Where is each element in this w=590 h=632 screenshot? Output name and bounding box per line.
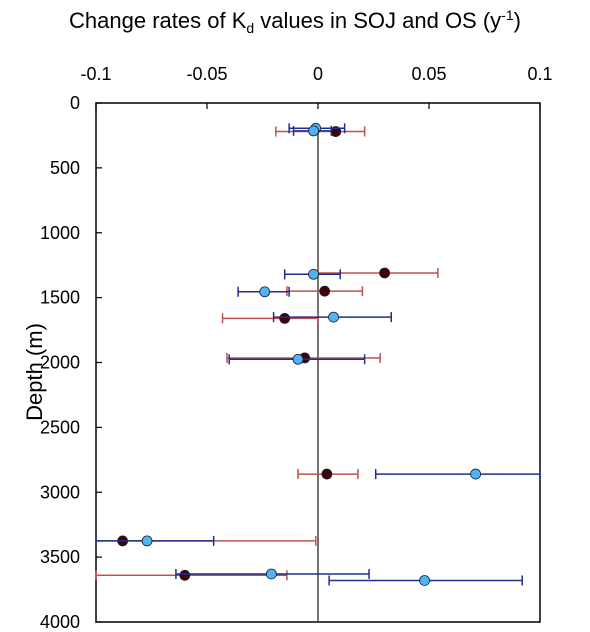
x-axis: -0.1 -0.05 0 0.05 0.1 [80, 64, 553, 109]
y-tick-label: 2000 [40, 353, 80, 373]
y-tick-label: 2500 [40, 417, 80, 437]
y-tick-label: 0 [70, 93, 80, 113]
data-point [419, 575, 430, 586]
data-point [321, 468, 333, 480]
y-axis: 0 500 1000 1500 2000 2500 3000 3500 4000 [40, 93, 102, 632]
data-point [379, 267, 391, 279]
x-tick-label: -0.1 [80, 64, 111, 84]
x-tick-label: 0.05 [411, 64, 446, 84]
data-point [308, 268, 319, 280]
y-tick-label: 3000 [40, 482, 80, 502]
data-point [259, 286, 271, 298]
data-point [308, 125, 319, 137]
x-tick-label: 0.1 [527, 64, 552, 84]
chart-title: Change rates of Kd values in SOJ and OS … [69, 7, 521, 36]
y-tick-label: 3500 [40, 547, 80, 567]
data-point [470, 468, 482, 480]
data-point [179, 569, 191, 581]
data-point [265, 568, 277, 580]
y-tick-label: 1000 [40, 223, 80, 243]
y-axis-title: Depth (m) [22, 323, 47, 421]
y-tick-label: 1500 [40, 288, 80, 308]
series-1 [95, 126, 439, 581]
data-point [319, 285, 331, 297]
data-point [141, 535, 153, 547]
x-tick-label: 0 [313, 64, 323, 84]
data-point [328, 311, 339, 323]
series-2 [95, 122, 541, 586]
y-tick-label: 4000 [40, 612, 80, 632]
y-tick-label: 500 [50, 158, 80, 178]
data-series [95, 122, 541, 586]
data-point [292, 353, 304, 365]
x-tick-label: -0.05 [186, 64, 227, 84]
data-point [279, 312, 291, 324]
